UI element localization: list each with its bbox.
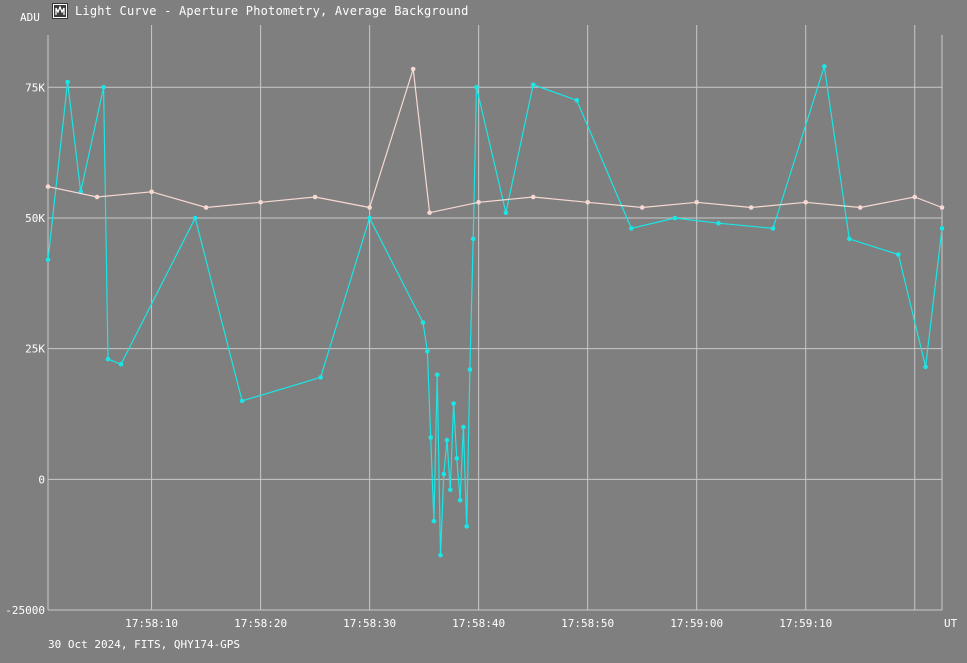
comparison-series-point bbox=[857, 205, 863, 210]
target-series-point bbox=[923, 364, 928, 370]
target-series-point bbox=[530, 82, 536, 87]
target-series-point bbox=[847, 236, 852, 242]
target-series-point bbox=[192, 215, 198, 221]
comparison-series-point bbox=[939, 205, 945, 210]
x-tick-label: 17:58:40 bbox=[452, 617, 505, 630]
comparison-series-point bbox=[367, 205, 372, 210]
target-series-point bbox=[461, 424, 466, 430]
target-series-point bbox=[318, 375, 323, 380]
x-tick-label: 17:58:30 bbox=[343, 617, 396, 630]
target-series-point bbox=[105, 356, 111, 362]
target-series-point bbox=[716, 220, 721, 226]
comparison-series-point bbox=[803, 200, 808, 205]
target-series-point bbox=[444, 437, 450, 443]
comparison-series-point bbox=[585, 200, 590, 205]
x-tick-label: 17:58:20 bbox=[234, 617, 287, 630]
comparison-series-point bbox=[203, 205, 209, 210]
target-series-line bbox=[47, 66, 943, 556]
target-series-point bbox=[629, 226, 634, 231]
y-tick-label: 75K bbox=[25, 81, 45, 94]
target-series-point bbox=[420, 320, 426, 325]
comparison-series-point bbox=[694, 200, 699, 205]
target-series-point bbox=[467, 367, 473, 372]
target-series-point bbox=[672, 215, 678, 221]
target-series-point bbox=[45, 257, 51, 263]
target-series-point bbox=[118, 362, 124, 367]
comparison-series-point bbox=[149, 189, 154, 195]
comparison-series-point bbox=[912, 194, 917, 200]
target-series-point bbox=[65, 79, 70, 85]
target-series-point bbox=[474, 85, 479, 90]
target-series-point bbox=[896, 252, 901, 257]
target-series-point bbox=[434, 372, 440, 378]
y-tick-label: 25K bbox=[25, 343, 45, 356]
x-axis-unit-label: UT bbox=[944, 617, 958, 630]
comparison-series-point bbox=[530, 194, 536, 200]
light-curve-app-icon[interactable] bbox=[52, 3, 68, 19]
x-tick-label: 17:58:50 bbox=[561, 617, 614, 630]
target-series-point bbox=[770, 226, 776, 231]
target-series-point bbox=[367, 215, 372, 221]
comparison-series-point bbox=[410, 66, 416, 72]
target-series-point bbox=[457, 497, 463, 503]
x-tick-label: 17:59:10 bbox=[779, 617, 832, 630]
comparison-series-point bbox=[427, 210, 432, 215]
footer-info: 30 Oct 2024, FITS, QHY174-GPS bbox=[48, 638, 241, 651]
target-series-point bbox=[451, 401, 456, 406]
y-tick-label: 50K bbox=[25, 212, 45, 225]
target-series-point bbox=[454, 456, 460, 461]
target-series-point bbox=[441, 471, 447, 477]
target-series-point bbox=[438, 552, 443, 558]
target-series-point bbox=[574, 98, 580, 103]
x-tick-label: 17:58:10 bbox=[125, 617, 178, 630]
comparison-series-point bbox=[639, 205, 645, 210]
y-tick-label: 0 bbox=[38, 473, 45, 486]
target-series-point bbox=[470, 236, 476, 242]
target-series-point bbox=[101, 85, 106, 90]
comparison-series-point bbox=[312, 194, 318, 200]
target-series-point bbox=[448, 487, 453, 493]
x-tick-label: 17:59:00 bbox=[670, 617, 723, 630]
target-series-point bbox=[939, 226, 945, 231]
target-series-point bbox=[425, 349, 430, 354]
comparison-series-point bbox=[748, 205, 754, 210]
target-series-point bbox=[464, 524, 470, 529]
window-title: Light Curve - Aperture Photometry, Avera… bbox=[75, 4, 469, 18]
comparison-series-point bbox=[45, 184, 51, 189]
comparison-series-point bbox=[258, 200, 263, 205]
target-series-point bbox=[428, 435, 434, 440]
y-axis-unit-label: ADU bbox=[20, 11, 40, 24]
comparison-series-point bbox=[476, 200, 481, 205]
target-series-point bbox=[822, 64, 827, 69]
comparison-series-point bbox=[94, 194, 100, 200]
target-series-point bbox=[431, 518, 437, 524]
target-series-point bbox=[503, 210, 509, 215]
comparison-series-line bbox=[47, 68, 943, 214]
y-tick-label: -25000 bbox=[5, 604, 45, 617]
target-series-point bbox=[239, 398, 245, 404]
